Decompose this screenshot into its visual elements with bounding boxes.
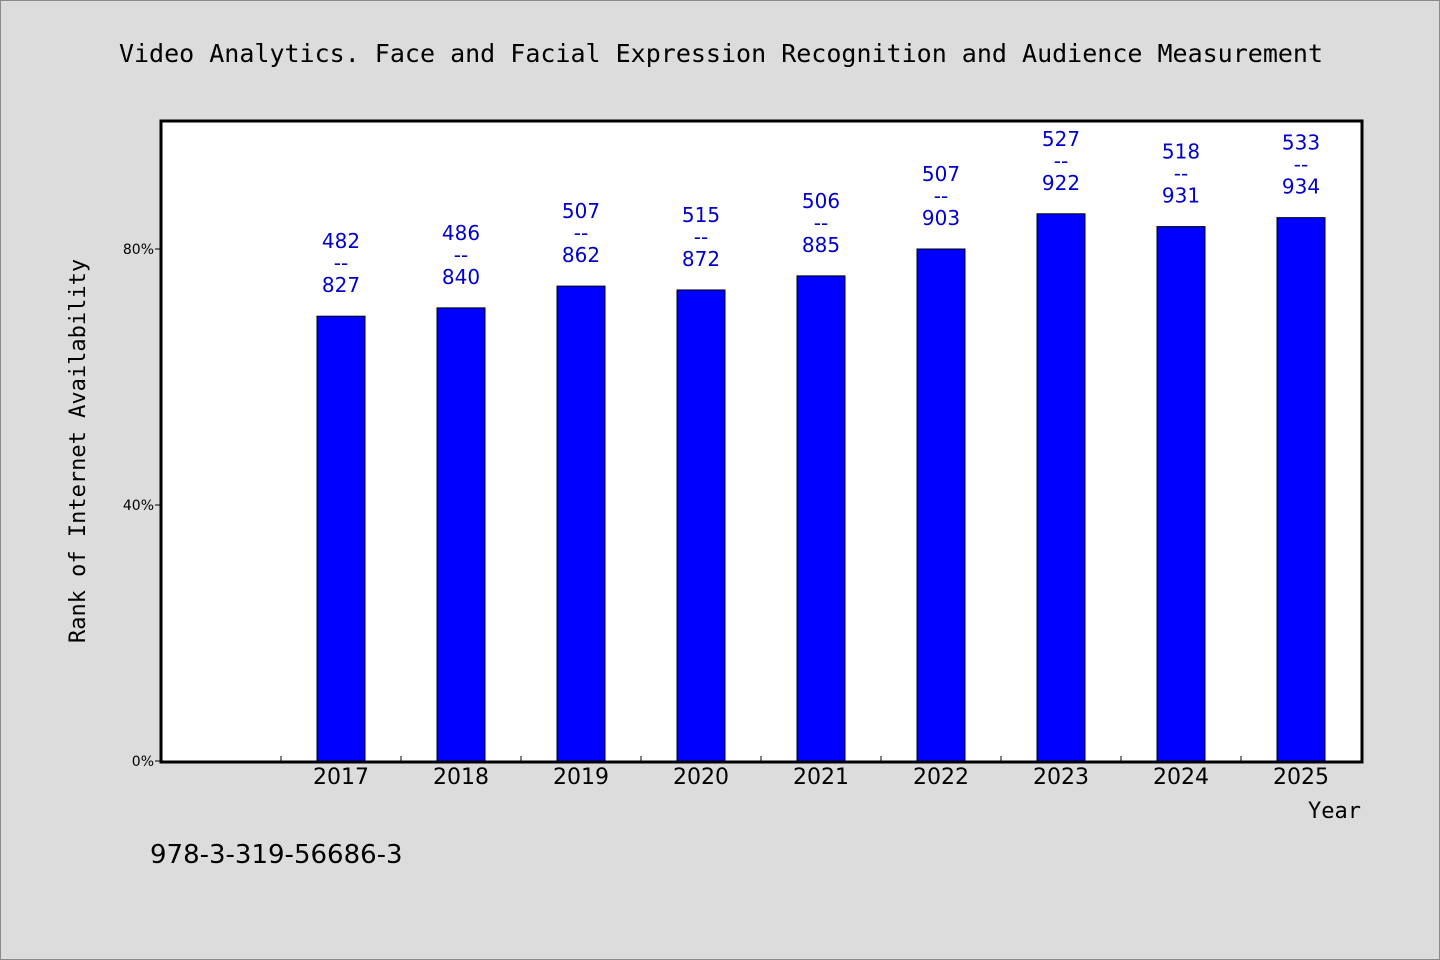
y-tick-label: 80% bbox=[123, 242, 154, 258]
data-label-bottom: 872 bbox=[682, 247, 720, 271]
bar bbox=[1156, 226, 1206, 762]
bar bbox=[676, 289, 726, 762]
data-label-bottom: 827 bbox=[322, 273, 360, 297]
x-tick-label: 2019 bbox=[553, 765, 609, 790]
x-tick-label: 2020 bbox=[673, 765, 729, 790]
data-label-top: 506 bbox=[802, 189, 840, 213]
data-label-separator: -- bbox=[814, 211, 828, 235]
data-label-top: 527 bbox=[1042, 127, 1080, 151]
chart-title: Video Analytics. Face and Facial Express… bbox=[119, 39, 1323, 68]
data-label-separator: -- bbox=[1294, 153, 1308, 177]
data-label-separator: -- bbox=[1054, 149, 1068, 173]
data-label-bottom: 903 bbox=[922, 206, 960, 230]
bar bbox=[796, 275, 846, 762]
data-labels: 482--827486--840507--862515--872506--885… bbox=[322, 127, 1320, 297]
isbn-footnote: 978-3-319-56686-3 bbox=[150, 840, 403, 870]
data-label-bottom: 862 bbox=[562, 243, 600, 267]
data-label-separator: -- bbox=[454, 243, 468, 267]
data-label-top: 507 bbox=[562, 199, 600, 223]
data-label-bottom: 922 bbox=[1042, 171, 1080, 195]
bar bbox=[436, 307, 486, 762]
data-label-bottom: 934 bbox=[1282, 175, 1320, 199]
data-label-top: 482 bbox=[322, 229, 360, 253]
data-label-bottom: 885 bbox=[802, 233, 840, 257]
x-axis-title: Year bbox=[1308, 799, 1361, 824]
data-label-separator: -- bbox=[574, 221, 588, 245]
data-label-separator: -- bbox=[334, 251, 348, 275]
y-axis-title: Rank of Internet Availability bbox=[66, 259, 91, 643]
data-label-bottom: 931 bbox=[1162, 184, 1200, 208]
x-tick-label: 2022 bbox=[913, 765, 969, 790]
bar bbox=[1276, 217, 1326, 762]
x-tick-label: 2018 bbox=[433, 765, 489, 790]
x-tick-label: 2025 bbox=[1273, 765, 1329, 790]
data-label-separator: -- bbox=[1174, 162, 1188, 186]
data-label-top: 486 bbox=[442, 221, 480, 245]
y-tick-label: 0% bbox=[132, 754, 154, 770]
x-tick-label: 2024 bbox=[1153, 765, 1209, 790]
bar-series bbox=[316, 213, 1326, 762]
x-tick-label: 2023 bbox=[1033, 765, 1089, 790]
data-label-separator: -- bbox=[694, 225, 708, 249]
y-axis: 0% 40% 80% bbox=[123, 242, 161, 770]
data-label-bottom: 840 bbox=[442, 265, 480, 289]
bar bbox=[916, 248, 966, 762]
data-label-top: 507 bbox=[922, 162, 960, 186]
data-label-top: 515 bbox=[682, 203, 720, 227]
data-label-top: 533 bbox=[1282, 131, 1320, 155]
bar bbox=[316, 315, 366, 762]
y-tick-label: 40% bbox=[123, 498, 154, 514]
data-label-separator: -- bbox=[934, 184, 948, 208]
x-tick-label: 2021 bbox=[793, 765, 849, 790]
x-tick-label: 2017 bbox=[313, 765, 369, 790]
data-label-top: 518 bbox=[1162, 140, 1200, 164]
bar bbox=[556, 285, 606, 762]
x-axis: 2017 2018 2019 2020 2021 2022 2023 2024 2025 bbox=[280, 756, 1362, 790]
bar bbox=[1036, 213, 1086, 762]
